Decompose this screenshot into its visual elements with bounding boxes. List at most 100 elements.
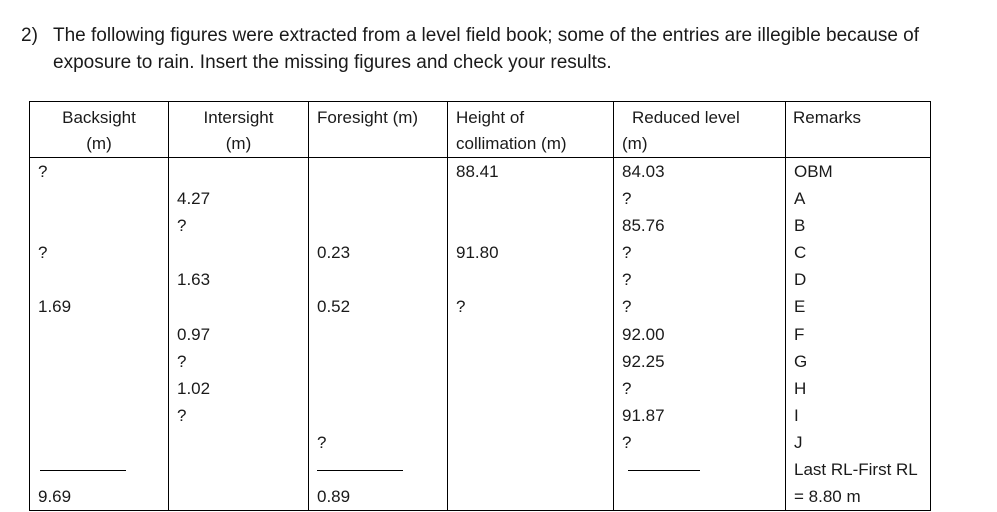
cell-intersight: ?: [168, 401, 309, 429]
check-label: Last RL-First RL: [785, 456, 931, 484]
totals-row: 9.69 0.89 = 8.80 m: [29, 483, 931, 512]
cell-reduced-level: 84.03: [613, 157, 786, 186]
cell-backsight: ?: [29, 239, 169, 267]
cell-backsight: [29, 401, 169, 429]
cell-remark: F: [785, 320, 931, 348]
cell-reduced-level: ?: [613, 293, 786, 321]
cell-foresight: [308, 266, 448, 294]
cell-intersight: [168, 483, 309, 512]
backsight-sum-rule: [29, 456, 169, 484]
cell-reduced-level: 85.76: [613, 212, 786, 240]
reduced-level-rule: [613, 456, 786, 484]
cell-foresight: [308, 320, 448, 348]
foresight-sum-rule: [308, 456, 448, 484]
level-field-book-table: Backsight (m) Intersight (m) Foresight (…: [29, 101, 931, 512]
cell-intersight: ?: [168, 212, 309, 240]
cell-intersight: 1.02: [168, 374, 309, 402]
header-reduced-level: Reduced level (m): [613, 101, 786, 158]
cell-height-of-collimation: [447, 320, 614, 348]
table-row: 1.02 ? H: [29, 374, 931, 402]
cell-height-of-collimation: [447, 374, 614, 402]
table-row: ? 92.25 G: [29, 347, 931, 375]
cell-intersight: 4.27: [168, 185, 309, 213]
cell-height-of-collimation: ?: [447, 293, 614, 321]
table-row: ? 88.41 84.03 OBM: [29, 157, 931, 186]
cell-foresight: 0.52: [308, 293, 448, 321]
cell-foresight: [308, 401, 448, 429]
cell-reduced-level: ?: [613, 374, 786, 402]
cell-remark: OBM: [785, 157, 931, 186]
cell-remark: E: [785, 293, 931, 321]
table-row: ? 85.76 B: [29, 212, 931, 240]
header-intersight: Intersight (m): [168, 101, 309, 158]
cell-remark: H: [785, 374, 931, 402]
cell-height-of-collimation: [447, 456, 614, 484]
cell-intersight: [168, 293, 309, 321]
cell-height-of-collimation: 88.41: [447, 157, 614, 186]
cell-backsight: [29, 374, 169, 402]
underline: [628, 456, 700, 472]
cell-remark: B: [785, 212, 931, 240]
cell-foresight: [308, 347, 448, 375]
table-row: ? 0.23 91.80 ? C: [29, 239, 931, 267]
cell-reduced-level: ?: [613, 266, 786, 294]
cell-backsight: ?: [29, 157, 169, 186]
cell-reduced-level: 91.87: [613, 401, 786, 429]
check-result: = 8.80 m: [785, 483, 931, 512]
cell-height-of-collimation: [447, 185, 614, 213]
cell-foresight: [308, 374, 448, 402]
foresight-total: 0.89: [308, 483, 448, 512]
cell-remark: C: [785, 239, 931, 267]
question-number: 2): [21, 25, 38, 46]
cell-reduced-level: ?: [613, 185, 786, 213]
cell-intersight: [168, 428, 309, 457]
cell-reduced-level: [613, 483, 786, 512]
cell-height-of-collimation: 91.80: [447, 239, 614, 267]
cell-foresight: [308, 212, 448, 240]
header-foresight: Foresight (m): [308, 101, 448, 158]
cell-reduced-level: 92.25: [613, 347, 786, 375]
cell-backsight: [29, 347, 169, 375]
cell-height-of-collimation: [447, 483, 614, 512]
cell-backsight: [29, 212, 169, 240]
header-remarks: Remarks: [785, 101, 931, 158]
cell-remark: D: [785, 266, 931, 294]
cell-reduced-level: ?: [613, 428, 786, 457]
cell-backsight: [29, 428, 169, 457]
backsight-total: 9.69: [29, 483, 169, 512]
cell-height-of-collimation: [447, 347, 614, 375]
cell-backsight: 1.69: [29, 293, 169, 321]
table-row: 1.63 ? D: [29, 266, 931, 294]
cell-foresight: [308, 157, 448, 186]
underline: [317, 456, 403, 472]
cell-remark: A: [785, 185, 931, 213]
cell-intersight: [168, 239, 309, 267]
cell-remark: J: [785, 428, 931, 457]
table-row: 0.97 92.00 F: [29, 320, 931, 348]
cell-backsight: [29, 266, 169, 294]
cell-intersight: 1.63: [168, 266, 309, 294]
cell-height-of-collimation: [447, 401, 614, 429]
cell-foresight: ?: [308, 428, 448, 457]
cell-reduced-level: 92.00: [613, 320, 786, 348]
cell-intersight: ?: [168, 347, 309, 375]
cell-foresight: 0.23: [308, 239, 448, 267]
table-row: 1.69 0.52 ? ? E: [29, 293, 931, 321]
check-row: Last RL-First RL: [29, 456, 931, 484]
cell-intersight: [168, 456, 309, 484]
table-row: ? ? J: [29, 428, 931, 457]
cell-backsight: [29, 320, 169, 348]
table-row: 4.27 ? A: [29, 185, 931, 213]
cell-height-of-collimation: [447, 212, 614, 240]
cell-foresight: [308, 185, 448, 213]
cell-intersight: 0.97: [168, 320, 309, 348]
header-backsight: Backsight (m): [29, 101, 169, 158]
underline: [40, 456, 126, 472]
table-header-row: Backsight (m) Intersight (m) Foresight (…: [29, 101, 931, 158]
header-height-of-collimation: Height of collimation (m): [447, 101, 614, 158]
cell-height-of-collimation: [447, 266, 614, 294]
cell-backsight: [29, 185, 169, 213]
cell-intersight: [168, 157, 309, 186]
cell-remark: G: [785, 347, 931, 375]
cell-reduced-level: ?: [613, 239, 786, 267]
